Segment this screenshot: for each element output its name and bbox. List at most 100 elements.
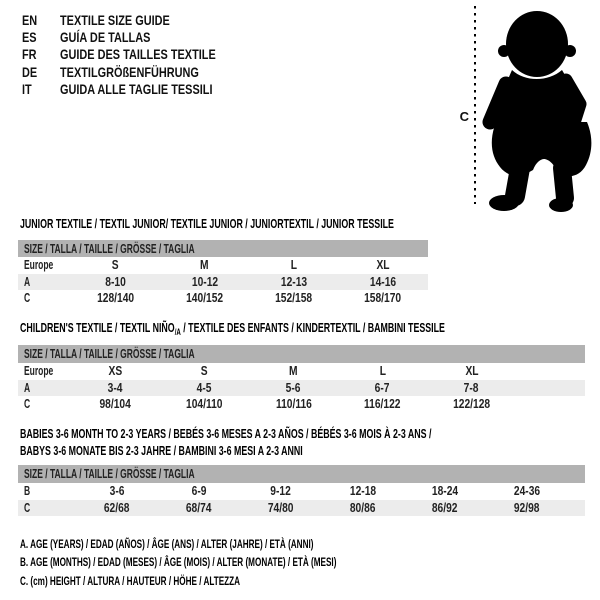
guide-title: GUIDE DES TAILLES TEXTILE [60, 46, 216, 63]
language-row: FR GUIDE DES TAILLES TEXTILE [22, 46, 260, 63]
size-cell-value: 152/158 [274, 291, 313, 306]
size-cell: 3-4 [71, 381, 160, 395]
language-title-block: EN TEXTILE SIZE GUIDE ES GUÍA DE TALLAS … [22, 11, 260, 97]
language-code: EN [22, 11, 38, 28]
size-cell-value: M [200, 258, 209, 273]
size-cell: S [160, 364, 249, 378]
table-title-line: JUNIOR TEXTILE / TEXTIL JUNIOR/ TEXTILE … [20, 216, 570, 233]
row-label: Europe [24, 364, 54, 379]
footnotes-block: A. AGE (YEARS) / EDAD (AÑOS) / ÂGE (ANS)… [20, 535, 485, 590]
size-cell: 12-18 [322, 484, 404, 498]
language-row: DE TEXTILGRÖßENFÜHRUNG [22, 63, 260, 80]
size-cell-value: S [201, 364, 208, 379]
title-text: / TEXTILE DES ENFANTS / KINDERTEXTIL / B… [180, 320, 445, 335]
size-cell-value: 9-12 [270, 484, 292, 499]
guide-title: GUÍA DE TALLAS [60, 28, 151, 45]
size-header-label: SIZE / TALLA / TAILLE / GRÖSSE / TAGLIA [24, 467, 195, 481]
footnote-c: C. (cm) HEIGHT / ALTURA / HAUTEUR / HÖHE… [20, 573, 241, 588]
size-header-bar: SIZE / TALLA / TAILLE / GRÖSSE / TAGLIA [18, 465, 585, 483]
size-cell-value: 62/68 [104, 500, 130, 515]
size-cell: 140/152 [160, 291, 249, 305]
table-row: C 128/140 140/152 152/158 158/170 [18, 290, 428, 307]
table-row: A 8-10 10-12 12-13 14-16 [18, 273, 428, 290]
size-cell-value: 122/128 [452, 397, 491, 412]
size-cell: M [160, 258, 249, 272]
size-cell: 110/116 [249, 397, 338, 411]
language-code: ES [22, 28, 37, 45]
row-label-cell: A [18, 381, 71, 395]
size-cell: 9-12 [240, 484, 322, 498]
size-cell-value: 5-6 [286, 380, 301, 395]
size-cell: 5-6 [249, 381, 338, 395]
size-cell-value: 110/116 [275, 397, 312, 412]
table-title: JUNIOR TEXTILE / TEXTIL JUNIOR/ TEXTILE … [20, 216, 570, 233]
size-cell-value: 6-9 [191, 484, 207, 499]
size-cell-value: 86/92 [432, 500, 458, 515]
size-cell: 86/92 [404, 501, 486, 515]
size-cell: 7-8 [427, 381, 516, 395]
footnote-a: A. AGE (YEARS) / EDAD (AÑOS) / ÂGE (ANS)… [20, 537, 314, 551]
table-row: B 3-6 6-9 9-12 12-18 18-24 24-36 [18, 483, 585, 500]
size-cell-value: 4-5 [197, 380, 212, 395]
size-cell-value: S [112, 258, 119, 273]
size-cell: L [249, 258, 338, 272]
row-label-cell: Europe [18, 364, 71, 378]
size-cell: 74/80 [240, 501, 322, 515]
size-cell-value: XL [464, 364, 479, 379]
row-label: C [24, 397, 31, 412]
size-cell-value: XL [375, 258, 390, 273]
size-cell-value: 92/98 [514, 500, 540, 515]
row-label-cell: C [18, 397, 71, 411]
size-cell: S [71, 258, 160, 272]
size-cell: 24-36 [486, 484, 568, 498]
size-cell-value: 116/122 [364, 397, 401, 412]
size-cell: 80/86 [322, 501, 404, 515]
baby-size-figure: C [460, 6, 592, 212]
table-row: Europe S M L XL [18, 257, 428, 274]
size-cell: 6-9 [158, 484, 240, 498]
row-label: B [24, 484, 31, 499]
size-cell-value: 74/80 [268, 500, 294, 515]
size-cell: 62/68 [76, 501, 158, 515]
size-cell: 18-24 [404, 484, 486, 498]
footnote-b: B. AGE (MONTHS) / EDAD (MESES) / ÂGE (MO… [20, 555, 337, 570]
size-cell-value: 158/170 [363, 291, 402, 306]
size-cell-value: 10-12 [191, 274, 218, 289]
language-row: EN TEXTILE SIZE GUIDE [22, 11, 260, 28]
language-row: ES GUÍA DE TALLAS [22, 28, 260, 45]
size-cell-value: 7-8 [464, 380, 479, 395]
table-title-line: BABIES 3-6 MONTH TO 2-3 YEARS / BEBÉS 3-… [20, 426, 600, 443]
size-cell: 8-10 [71, 275, 160, 289]
size-cell-value: 98/104 [99, 397, 132, 412]
size-cell: 98/104 [71, 397, 160, 411]
size-cell: 152/158 [249, 291, 338, 305]
row-label-cell: Europe [18, 258, 71, 272]
size-cell: 4-5 [160, 381, 249, 395]
size-cell-value: 12-13 [280, 274, 307, 289]
row-label: A [24, 274, 31, 289]
table-title: BABIES 3-6 MONTH TO 2-3 YEARS / BEBÉS 3-… [20, 426, 600, 459]
size-cell-value: 8-10 [105, 274, 126, 289]
table-title: CHILDREN'S TEXTILE / TEXTIL NIÑO/A / TEX… [20, 320, 600, 337]
language-code: DE [22, 63, 38, 80]
table-row: C 62/68 68/74 74/80 80/86 86/92 92/98 [18, 499, 585, 516]
size-cell: 3-6 [76, 484, 158, 498]
size-cell-value: 3-6 [109, 484, 125, 499]
size-cell: 122/128 [427, 397, 516, 411]
baby-silhouette-icon [482, 11, 592, 212]
table-row: A 3-4 4-5 5-6 6-7 7-8 [18, 379, 585, 396]
size-cell: 10-12 [160, 275, 249, 289]
size-cell: XS [71, 364, 160, 378]
size-cell: 158/170 [338, 291, 427, 305]
size-cell: 92/98 [486, 501, 568, 515]
row-label-cell: B [18, 484, 76, 498]
title-text: JUNIOR TEXTILE / TEXTIL JUNIOR/ TEXTILE … [20, 216, 394, 231]
size-header-label: SIZE / TALLA / TAILLE / GRÖSSE / TAGLIA [24, 241, 195, 256]
size-cell: 6-7 [338, 381, 427, 395]
size-cell-value: 68/74 [186, 500, 212, 515]
size-cell: XL [338, 258, 427, 272]
table-row: C 98/104 104/110 110/116 116/122 122/128 [18, 396, 585, 413]
table-title-line: CHILDREN'S TEXTILE / TEXTIL NIÑO/A / TEX… [20, 320, 600, 337]
size-cell: M [249, 364, 338, 378]
title-subscript: /A [174, 327, 181, 337]
